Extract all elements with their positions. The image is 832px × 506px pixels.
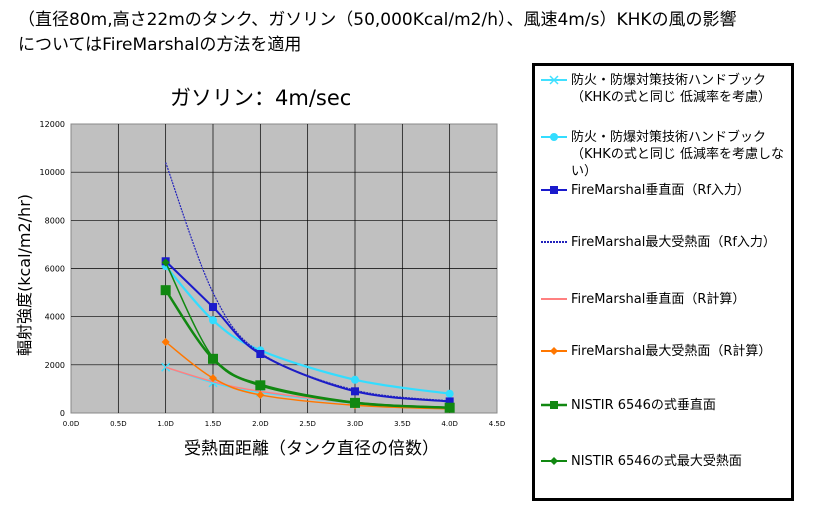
data-point — [256, 380, 265, 389]
y-tick-label: 0 — [60, 409, 65, 418]
legend-label: NISTIR 6546の式最大受熱面 — [571, 454, 742, 469]
data-point — [209, 316, 217, 325]
legend-swatch — [541, 457, 567, 465]
data-point — [209, 353, 217, 362]
data-point — [209, 303, 217, 312]
series-8 — [161, 258, 454, 412]
y-tick-label: 4000 — [45, 313, 65, 322]
header-title: （直径80m,高さ22mのタンク、ガソリン（50,000Kcal/m2/h）、風… — [18, 8, 818, 58]
legend-label: FireMarshal最大受熱面（R計算） — [571, 344, 772, 359]
legend-label: FireMarshal垂直面（Rf入力） — [571, 183, 750, 198]
data-point — [351, 375, 359, 384]
series-line — [165, 162, 450, 402]
data-point — [161, 337, 170, 346]
data-point — [256, 349, 265, 358]
legend-swatch — [541, 401, 567, 409]
y-tick-label: 8000 — [45, 216, 65, 225]
header-line-2: についてはFireMarshalの方法を適用 — [18, 35, 302, 55]
x-tick-label: 0.5D — [110, 420, 127, 428]
data-point — [351, 387, 359, 396]
data-point — [209, 374, 217, 383]
x-tick-label: 2.5D — [299, 420, 316, 428]
y-tick-label: 2000 — [45, 361, 65, 370]
chart-title: ガソリン：4m/sec — [170, 86, 352, 110]
x-tick-label: 0.0D — [63, 420, 80, 428]
legend-label: FireMarshal垂直面（R計算） — [571, 292, 746, 307]
data-point — [160, 285, 171, 296]
legend-swatch — [541, 347, 567, 355]
data-point — [161, 258, 170, 267]
x-tick-label: 3.0D — [347, 420, 364, 428]
y-tick-label: 6000 — [45, 265, 65, 274]
legend-swatch — [541, 75, 567, 85]
legend-label: 防火・防爆対策技術ハンドブック（KHKの式と同じ 低減率を考慮しない） — [571, 130, 784, 179]
data-point — [351, 398, 359, 407]
data-point — [445, 397, 454, 406]
x-tick-label: 1.0D — [157, 420, 174, 428]
data-point — [445, 403, 454, 412]
legend-label: FireMarshal最大受熱面（Rf入力） — [571, 235, 776, 250]
y-tick-label: 12000 — [40, 120, 65, 129]
series-line — [165, 341, 450, 410]
header-line-1: （直径80m,高さ22mのタンク、ガソリン（50,000Kcal/m2/h）、風… — [18, 10, 737, 30]
legend-swatch — [541, 186, 567, 194]
x-tick-label: 2.0D — [252, 420, 269, 428]
data-point — [445, 389, 454, 398]
chart-legend: 防火・防爆対策技術ハンドブック（KHKの式と同じ 低減率を考慮） 防火・防爆対策技… — [532, 63, 794, 501]
x-tick-label: 4.5D — [489, 420, 506, 428]
data-point — [256, 390, 265, 399]
x-tick-label: 1.5D — [205, 420, 222, 428]
x-axis-label: 受熱面距離（タンク直径の倍数） — [184, 439, 439, 459]
x-tick-label: 3.5D — [394, 420, 411, 428]
legend-label: 防火・防爆対策技術ハンドブック（KHKの式と同じ 低減率を考慮） — [571, 73, 771, 105]
legend-swatch — [541, 241, 567, 243]
series-4 — [165, 162, 450, 402]
x-tick-label: 4.0D — [441, 420, 458, 428]
legend-label: NISTIR 6546の式垂直面 — [571, 398, 716, 413]
legend-swatch — [541, 133, 567, 141]
y-tick-label: 10000 — [40, 168, 65, 177]
legend-swatch — [541, 298, 567, 300]
